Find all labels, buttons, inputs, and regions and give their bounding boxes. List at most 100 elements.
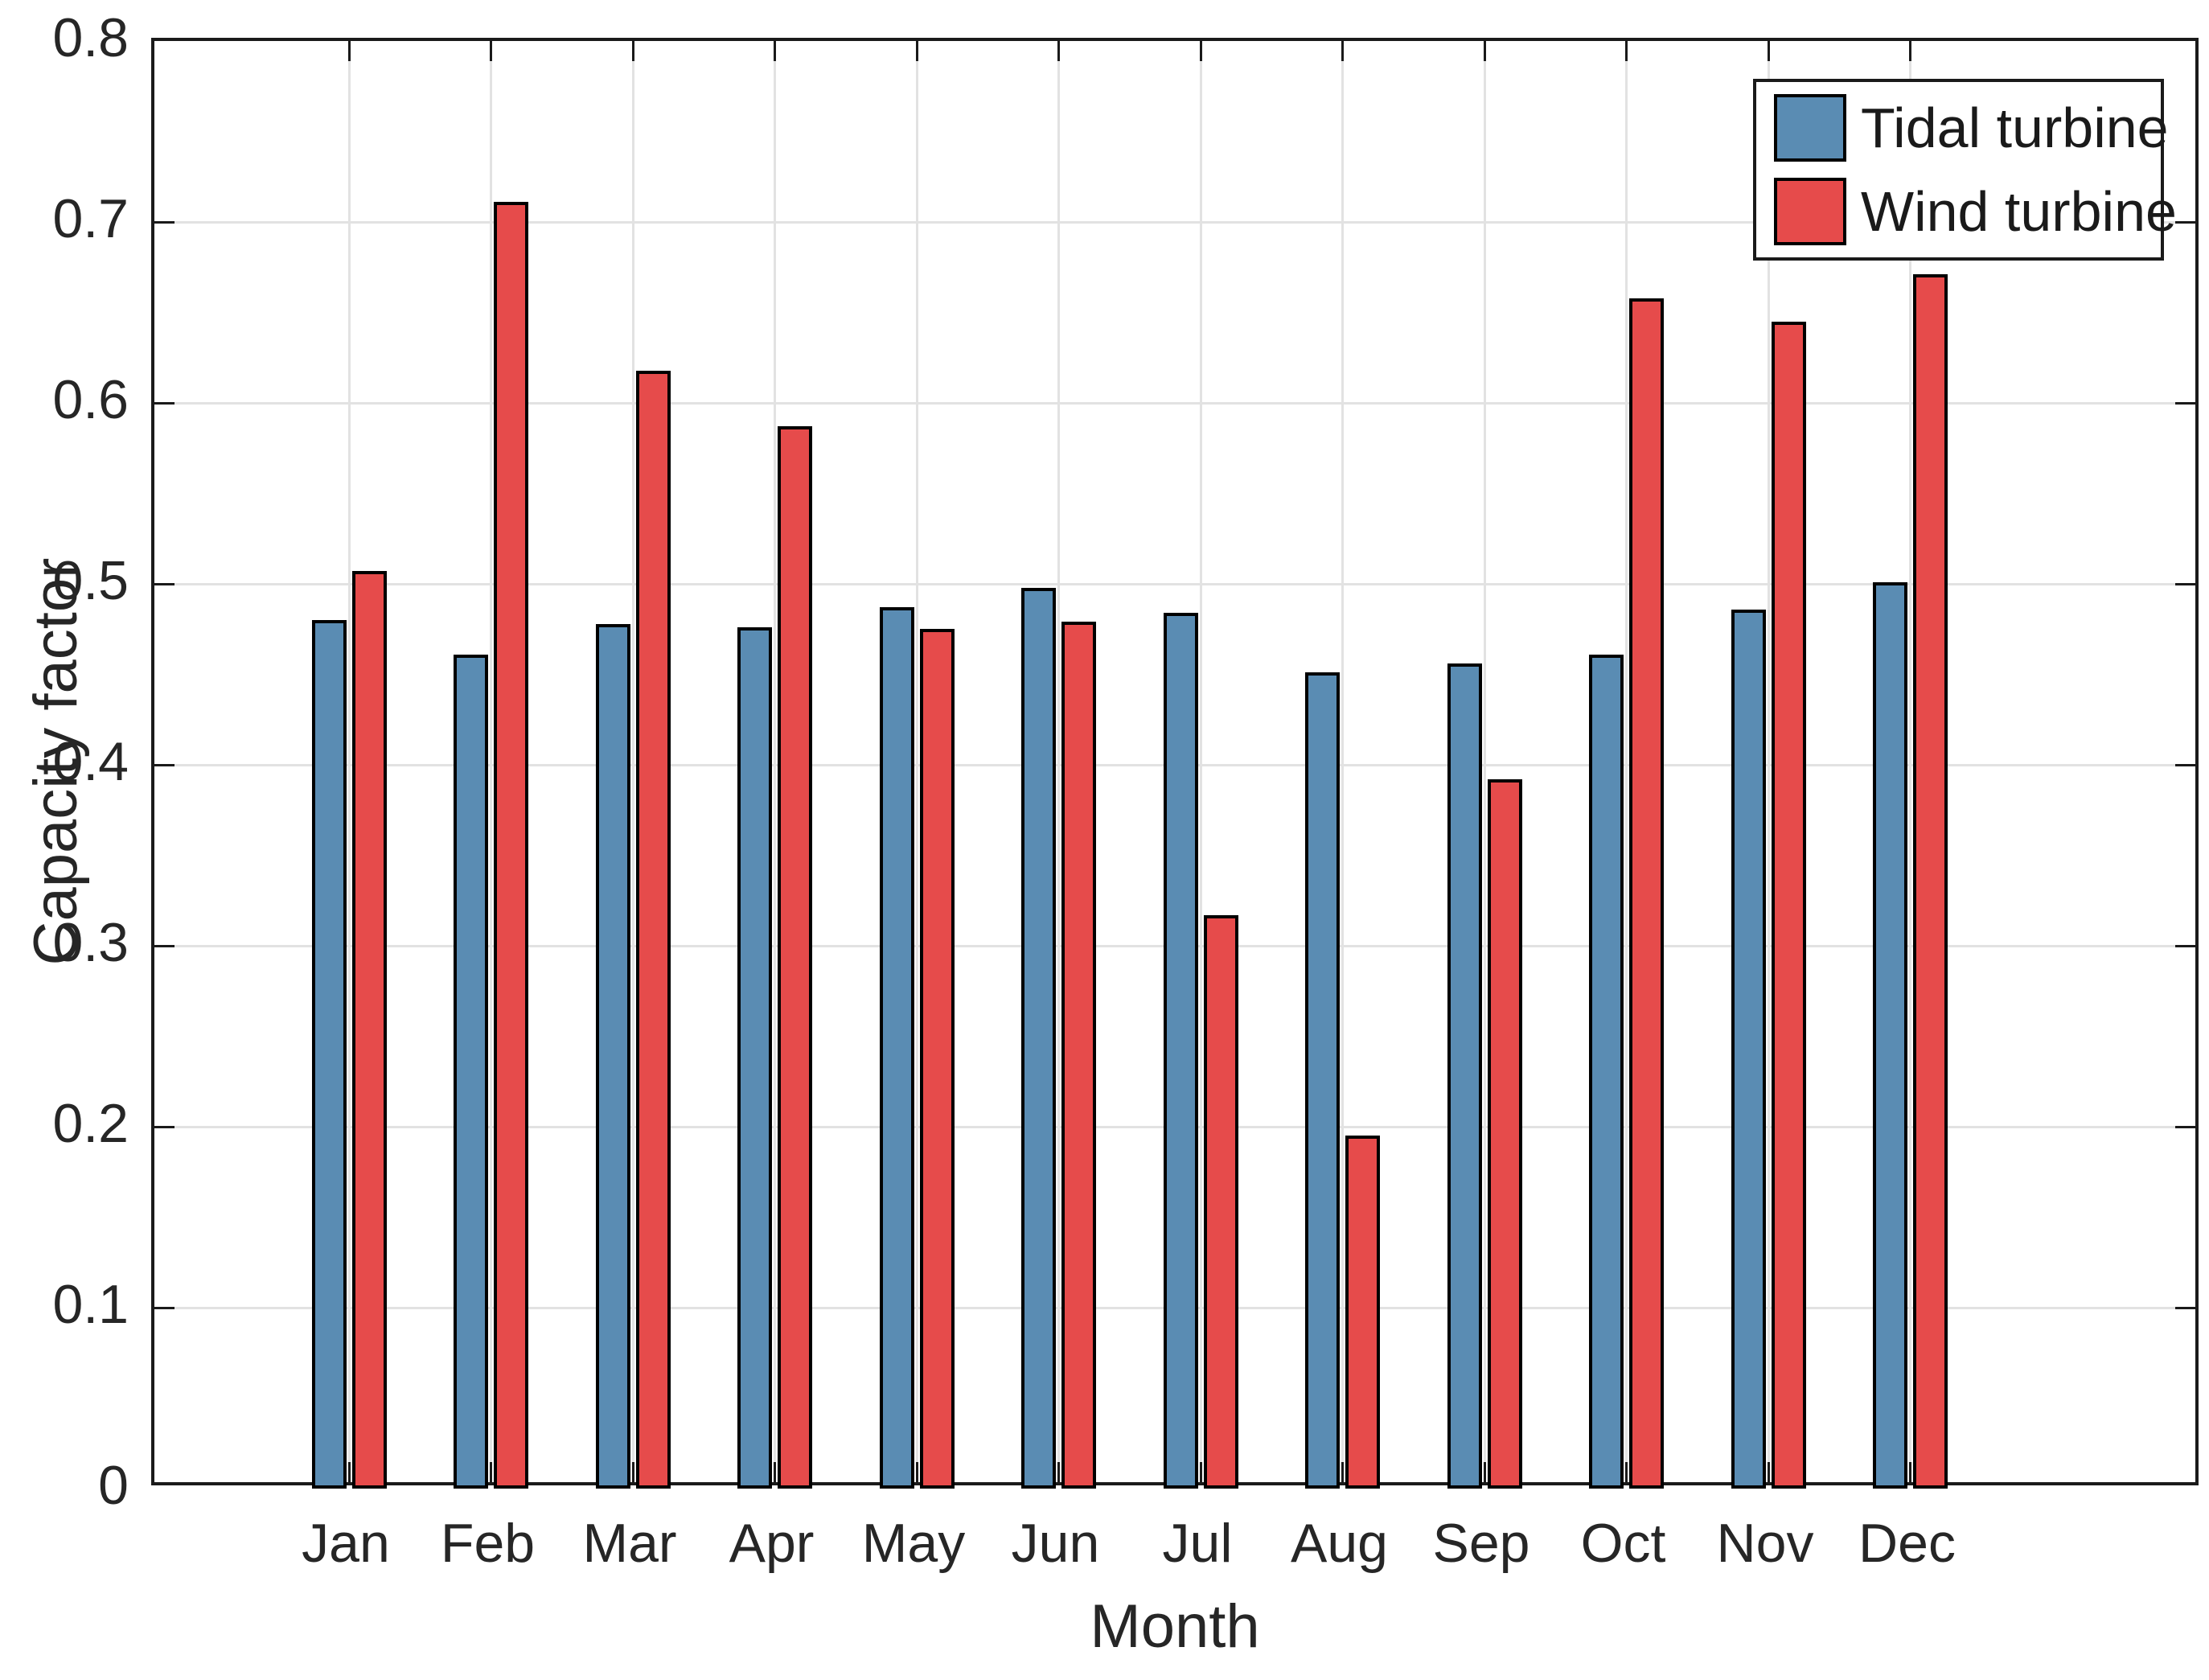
x-tick-mark: [1909, 41, 1911, 61]
bar-tidal-turbine-feb: [454, 654, 488, 1489]
vertical-gridline: [1483, 41, 1486, 1482]
x-tick-mark: [1909, 1462, 1911, 1482]
vertical-gridline: [915, 41, 918, 1482]
y-tick-label: 0.3: [52, 912, 129, 973]
bar-tidal-turbine-mar: [595, 623, 630, 1489]
x-tick-label-apr: Apr: [729, 1513, 815, 1574]
y-tick-label: 0.5: [52, 550, 129, 611]
vertical-gridline: [631, 41, 634, 1482]
bar-wind-turbine-aug: [1345, 1136, 1380, 1489]
vertical-gridline: [490, 41, 492, 1482]
legend-item-tidal-turbine: Tidal turbine: [1756, 90, 2169, 166]
horizontal-gridline: [154, 401, 2195, 405]
x-tick-mark: [915, 41, 918, 61]
x-tick-mark: [1767, 41, 1770, 61]
bar-wind-turbine-jan: [351, 571, 387, 1489]
x-tick-mark: [774, 1462, 776, 1482]
x-tick-mark: [631, 1462, 634, 1482]
x-tick-label-dec: Dec: [1858, 1513, 1956, 1574]
legend-label: Tidal turbine: [1861, 97, 2169, 159]
bar-wind-turbine-may: [919, 629, 955, 1489]
bar-tidal-turbine-nov: [1731, 609, 1766, 1489]
legend-label: Wind turbine: [1861, 180, 2177, 243]
y-tick-mark: [154, 763, 175, 766]
vertical-gridline: [1767, 41, 1770, 1482]
bar-tidal-turbine-sep: [1447, 663, 1482, 1489]
bar-wind-turbine-sep: [1487, 779, 1522, 1489]
y-tick-mark: [154, 582, 175, 585]
x-tick-mark: [774, 41, 776, 61]
y-tick-label: 0.8: [52, 7, 129, 68]
vertical-gridline: [347, 41, 351, 1482]
bar-tidal-turbine-oct: [1589, 654, 1624, 1489]
x-tick-mark: [1199, 41, 1202, 61]
y-tick-mark: [2175, 401, 2195, 405]
bar-tidal-turbine-jan: [311, 620, 347, 1489]
x-tick-mark: [631, 41, 634, 61]
x-tick-mark: [490, 1462, 492, 1482]
x-tick-mark: [1483, 41, 1486, 61]
x-tick-label-jan: Jan: [302, 1513, 390, 1574]
y-tick-label: 0.2: [52, 1093, 129, 1154]
y-tick-mark: [2175, 1306, 2195, 1309]
legend-swatch-wind-turbine: [1774, 178, 1846, 245]
x-tick-mark: [915, 1462, 918, 1482]
x-tick-mark: [1057, 41, 1060, 61]
x-tick-label-jun: Jun: [1011, 1513, 1100, 1574]
x-tick-mark: [1199, 1462, 1202, 1482]
x-tick-label-nov: Nov: [1716, 1513, 1814, 1574]
x-tick-label-feb: Feb: [440, 1513, 536, 1574]
bar-wind-turbine-oct: [1629, 298, 1664, 1489]
y-tick-mark: [154, 1125, 175, 1128]
bar-tidal-turbine-jul: [1163, 613, 1198, 1489]
bar-wind-turbine-mar: [635, 370, 671, 1489]
y-tick-label: 0: [98, 1455, 129, 1516]
x-tick-mark: [1625, 1462, 1628, 1482]
x-tick-mark: [1057, 1462, 1060, 1482]
bar-tidal-turbine-may: [879, 607, 914, 1489]
y-tick-mark: [2175, 944, 2195, 947]
horizontal-gridline: [154, 582, 2195, 585]
y-tick-mark: [2175, 582, 2195, 585]
x-tick-mark: [347, 41, 351, 61]
x-tick-mark: [490, 41, 492, 61]
vertical-gridline: [1909, 41, 1911, 1482]
x-tick-label-may: May: [861, 1513, 966, 1574]
legend-item-wind-turbine: Wind turbine: [1756, 174, 2177, 249]
x-tick-mark: [1483, 1462, 1486, 1482]
x-tick-label-mar: Mar: [582, 1513, 677, 1574]
x-tick-label-sep: Sep: [1432, 1513, 1530, 1574]
vertical-gridline: [1199, 41, 1202, 1482]
bar-tidal-turbine-jun: [1021, 587, 1056, 1489]
bar-wind-turbine-jun: [1061, 622, 1096, 1489]
legend-swatch-tidal-turbine: [1774, 94, 1846, 162]
x-tick-mark: [1341, 1462, 1344, 1482]
x-tick-mark: [347, 1462, 351, 1482]
y-tick-mark: [2175, 220, 2195, 224]
y-tick-label: 0.4: [52, 731, 129, 792]
bar-tidal-turbine-dec: [1873, 581, 1907, 1489]
bar-wind-turbine-feb: [494, 202, 528, 1489]
y-tick-mark: [154, 1306, 175, 1309]
x-tick-mark: [1625, 41, 1628, 61]
y-tick-mark: [2175, 1125, 2195, 1128]
bar-wind-turbine-jul: [1203, 914, 1238, 1489]
legend: Tidal turbine Wind turbine: [1753, 79, 2177, 261]
y-tick-mark: [154, 944, 175, 947]
y-tick-mark: [154, 401, 175, 405]
bar-wind-turbine-dec: [1913, 274, 1948, 1489]
x-tick-label-oct: Oct: [1580, 1513, 1666, 1574]
x-tick-label-aug: Aug: [1291, 1513, 1388, 1574]
y-tick-mark: [2175, 763, 2195, 766]
horizontal-gridline: [154, 220, 2195, 224]
y-tick-label: 0.7: [52, 188, 129, 249]
x-tick-mark: [1341, 41, 1344, 61]
vertical-gridline: [1341, 41, 1344, 1482]
y-tick-label: 0.1: [52, 1274, 129, 1335]
vertical-gridline: [1625, 41, 1628, 1482]
x-axis-title: Month: [1090, 1592, 1260, 1661]
y-tick-mark: [154, 220, 175, 224]
vertical-gridline: [1057, 41, 1060, 1482]
bar-wind-turbine-nov: [1771, 321, 1806, 1489]
